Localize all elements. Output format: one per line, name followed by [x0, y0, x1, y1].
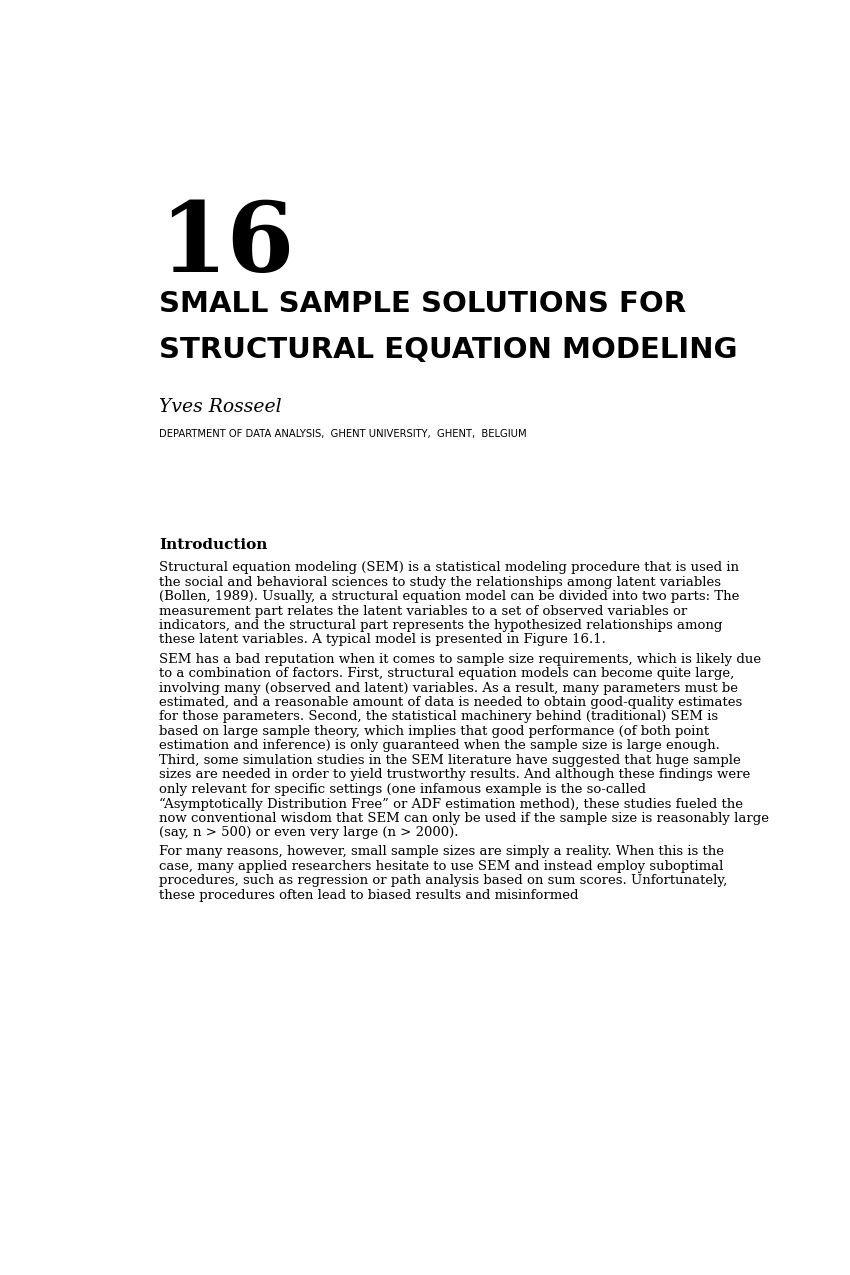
Text: now conventional wisdom that SEM can only be used if the sample size is reasonab: now conventional wisdom that SEM can onl…: [159, 812, 769, 825]
Text: For many reasons, however, small sample sizes are simply a reality. When this is: For many reasons, however, small sample …: [159, 845, 724, 858]
Text: “Asymptotically Distribution Free” or ADF estimation method), these studies fuel: “Asymptotically Distribution Free” or AD…: [159, 797, 743, 811]
Text: measurement part relates the latent variables to a set of observed variables or: measurement part relates the latent vari…: [159, 604, 687, 617]
Text: SEM has a bad reputation when it comes to sample size requirements, which is lik: SEM has a bad reputation when it comes t…: [159, 653, 761, 666]
Text: indicators, and the structural part represents the hypothesized relationships am: indicators, and the structural part repr…: [159, 618, 722, 632]
Text: estimation and inference) is only guaranteed when the sample size is large enoug: estimation and inference) is only guaran…: [159, 740, 720, 752]
Text: estimated, and a reasonable amount of data is needed to obtain good-quality esti: estimated, and a reasonable amount of da…: [159, 696, 742, 709]
Text: the social and behavioral sciences to study the relationships among latent varia: the social and behavioral sciences to st…: [159, 575, 721, 589]
Text: involving many (observed and latent) variables. As a result, many parameters mus: involving many (observed and latent) var…: [159, 682, 738, 695]
Text: (Bollen, 1989). Usually, a structural equation model can be divided into two par: (Bollen, 1989). Usually, a structural eq…: [159, 590, 740, 603]
Text: procedures, such as regression or path analysis based on sum scores. Unfortunate: procedures, such as regression or path a…: [159, 875, 728, 887]
Text: case, many applied researchers hesitate to use SEM and instead employ suboptimal: case, many applied researchers hesitate …: [159, 859, 723, 873]
Text: 16: 16: [159, 198, 294, 292]
Text: sizes are needed in order to yield trustworthy results. And although these findi: sizes are needed in order to yield trust…: [159, 769, 751, 782]
Text: for those parameters. Second, the statistical machinery behind (traditional) SEM: for those parameters. Second, the statis…: [159, 710, 718, 723]
Text: these procedures often lead to biased results and misinformed: these procedures often lead to biased re…: [159, 889, 579, 901]
Text: only relevant for specific settings (one infamous example is the so-called: only relevant for specific settings (one…: [159, 783, 646, 796]
Text: to a combination of factors. First, structural equation models can become quite : to a combination of factors. First, stru…: [159, 667, 734, 680]
Text: based on large sample theory, which implies that good performance (of both point: based on large sample theory, which impl…: [159, 725, 709, 738]
Text: Yves Rosseel: Yves Rosseel: [159, 398, 281, 416]
Text: Structural equation modeling (SEM) is a statistical modeling procedure that is u: Structural equation modeling (SEM) is a …: [159, 561, 739, 574]
Text: Introduction: Introduction: [159, 538, 267, 552]
Text: (say, n > 500) or even very large (n > 2000).: (say, n > 500) or even very large (n > 2…: [159, 826, 458, 839]
Text: these latent variables. A typical model is presented in Figure 16.1.: these latent variables. A typical model …: [159, 634, 606, 646]
Text: SMALL SAMPLE SOLUTIONS FOR: SMALL SAMPLE SOLUTIONS FOR: [159, 289, 686, 317]
Text: DEPARTMENT OF DATA ANALYSIS,  GHENT UNIVERSITY,  GHENT,  BELGIUM: DEPARTMENT OF DATA ANALYSIS, GHENT UNIVE…: [159, 428, 527, 439]
Text: Third, some simulation studies in the SEM literature have suggested that huge sa: Third, some simulation studies in the SE…: [159, 754, 740, 766]
Text: STRUCTURAL EQUATION MODELING: STRUCTURAL EQUATION MODELING: [159, 337, 738, 365]
